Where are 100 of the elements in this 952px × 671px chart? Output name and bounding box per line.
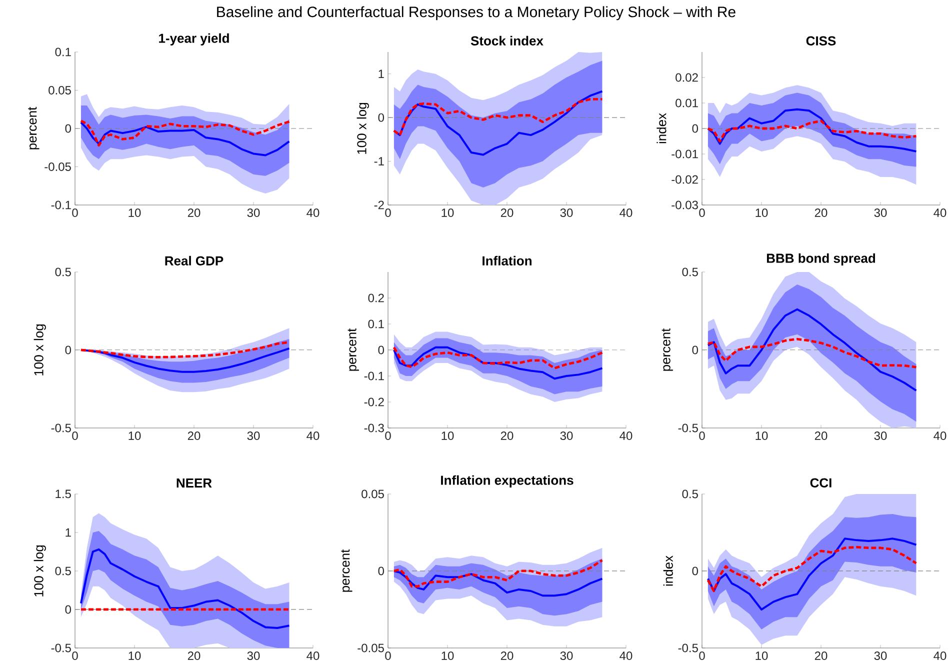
- y-tick-label: -0.1: [51, 200, 71, 210]
- x-tick-label: 30: [874, 208, 887, 218]
- chart-title: Stock index: [470, 36, 544, 46]
- x-tick-label: 0: [699, 432, 705, 440]
- x-tick-label: 30: [560, 652, 573, 660]
- x-tick-label: 40: [620, 652, 632, 660]
- line-series: [706, 108, 918, 152]
- y-tick-label: 0: [692, 346, 698, 354]
- y-tick-label: -0.05: [358, 644, 384, 652]
- y-tick-label: 0: [378, 566, 384, 576]
- line-series: [80, 120, 290, 147]
- y-tick-label: -0.5: [678, 644, 698, 652]
- y-tick-label: -0.01: [672, 150, 698, 158]
- x-tick-label: 10: [128, 432, 141, 440]
- text: Baseline and Counterfactual Responses to a Monetary Policy Shock – with Re: [217, 6, 736, 20]
- y-axis-title: 100 x log: [34, 324, 46, 376]
- y-tick-label: -0.02: [672, 175, 698, 184]
- chart-title: CISS: [806, 36, 836, 46]
- x-tick-label: 10: [756, 432, 768, 440]
- y-tick-label: 0.05: [48, 86, 71, 94]
- x-tick-label: 0: [72, 652, 78, 660]
- x-tick-label: 40: [306, 208, 320, 218]
- x-tick-label: 10: [442, 208, 454, 218]
- chart-title: NEER: [176, 478, 212, 488]
- x-tick-label: 40: [620, 208, 632, 218]
- y-tick-label: -0.5: [678, 424, 698, 432]
- y-axis-title: 100 x log: [356, 102, 369, 154]
- y-tick-label: 0.5: [55, 566, 71, 576]
- line-series: [706, 120, 918, 142]
- chart-title: Real GDP: [165, 256, 224, 266]
- line-series: [706, 338, 918, 368]
- x-tick-label: 30: [247, 652, 260, 660]
- x-tick-label: 40: [934, 432, 946, 440]
- y-tick-label: 1: [66, 528, 71, 537]
- line-series: [392, 346, 604, 380]
- y-tick-label: 1.5: [56, 490, 71, 498]
- x-tick-label: 40: [620, 432, 632, 440]
- y-tick-label: 0: [692, 566, 698, 576]
- x-tick-label: 0: [385, 432, 391, 440]
- y-tick-label: -0.5: [51, 424, 71, 432]
- y-tick-label: 0: [692, 124, 698, 133]
- x-tick-label: 40: [306, 432, 320, 440]
- y-tick-label: 0: [65, 124, 72, 133]
- y-tick-label: -0.5: [51, 644, 71, 652]
- x-tick-label: 20: [188, 432, 200, 440]
- x-tick-label: 30: [874, 652, 887, 660]
- y-tick-label: 0.1: [368, 320, 384, 328]
- x-tick-label: 20: [188, 208, 200, 218]
- y-axis-title: percent: [341, 549, 352, 592]
- y-tick-label: -2: [374, 200, 384, 210]
- line-series: [80, 548, 290, 629]
- x-tick-label: 30: [247, 208, 260, 218]
- y-tick-label: 0.05: [362, 490, 384, 498]
- y-axis-title: percent: [28, 106, 40, 150]
- x-tick-label: 20: [500, 652, 514, 660]
- y-tick-label: 0: [65, 346, 72, 354]
- y-tick-label: 0.1: [55, 48, 71, 56]
- x-tick-label: 10: [756, 652, 768, 660]
- line-series: [392, 570, 604, 597]
- y-tick-label: -0.1: [364, 372, 384, 380]
- x-tick-label: 0: [699, 652, 705, 660]
- y-axis-title: percent: [348, 328, 359, 371]
- line-series: [392, 98, 604, 136]
- x-tick-label: 10: [442, 652, 454, 660]
- chart-title: Inflation expectations: [441, 475, 574, 488]
- x-tick-label: 20: [814, 652, 828, 660]
- y-tick-label: 0.2: [368, 294, 384, 302]
- y-tick-label: 0.01: [676, 98, 698, 108]
- line-series: [80, 121, 290, 156]
- chart-title: Inflation: [482, 256, 532, 266]
- y-tick-label: 0: [65, 605, 72, 614]
- y-axis-title: percent: [662, 328, 673, 371]
- y-tick-label: 1: [378, 70, 384, 78]
- y-tick-label: 0.02: [676, 73, 698, 82]
- y-axis-title: 100 x log: [34, 545, 46, 596]
- x-tick-label: 20: [500, 432, 514, 440]
- x-tick-label: 40: [934, 208, 946, 218]
- x-tick-label: 0: [699, 208, 705, 218]
- y-tick-label: -0.3: [364, 424, 384, 432]
- x-tick-label: 0: [72, 208, 78, 218]
- x-tick-label: 30: [560, 432, 573, 440]
- x-tick-label: 20: [814, 208, 828, 218]
- chart-title: 1-year yield: [159, 33, 229, 46]
- x-tick-label: 0: [385, 652, 391, 660]
- line-series: [706, 538, 918, 610]
- y-tick-label: 0: [378, 113, 384, 122]
- y-tick-label: 0: [378, 346, 384, 354]
- x-tick-label: 40: [306, 652, 320, 660]
- x-tick-label: 20: [188, 652, 200, 660]
- line-series: [392, 346, 604, 370]
- x-tick-label: 20: [500, 208, 514, 218]
- y-axis-title: index: [656, 113, 666, 144]
- line-series: [706, 308, 918, 392]
- x-tick-label: 10: [756, 208, 768, 218]
- x-tick-label: 30: [874, 432, 887, 440]
- chart-title: BBB bond spread: [766, 253, 876, 266]
- x-tick-label: 10: [128, 208, 141, 218]
- line-series: [392, 559, 604, 588]
- x-tick-label: 10: [128, 652, 141, 660]
- x-tick-label: 10: [442, 432, 454, 440]
